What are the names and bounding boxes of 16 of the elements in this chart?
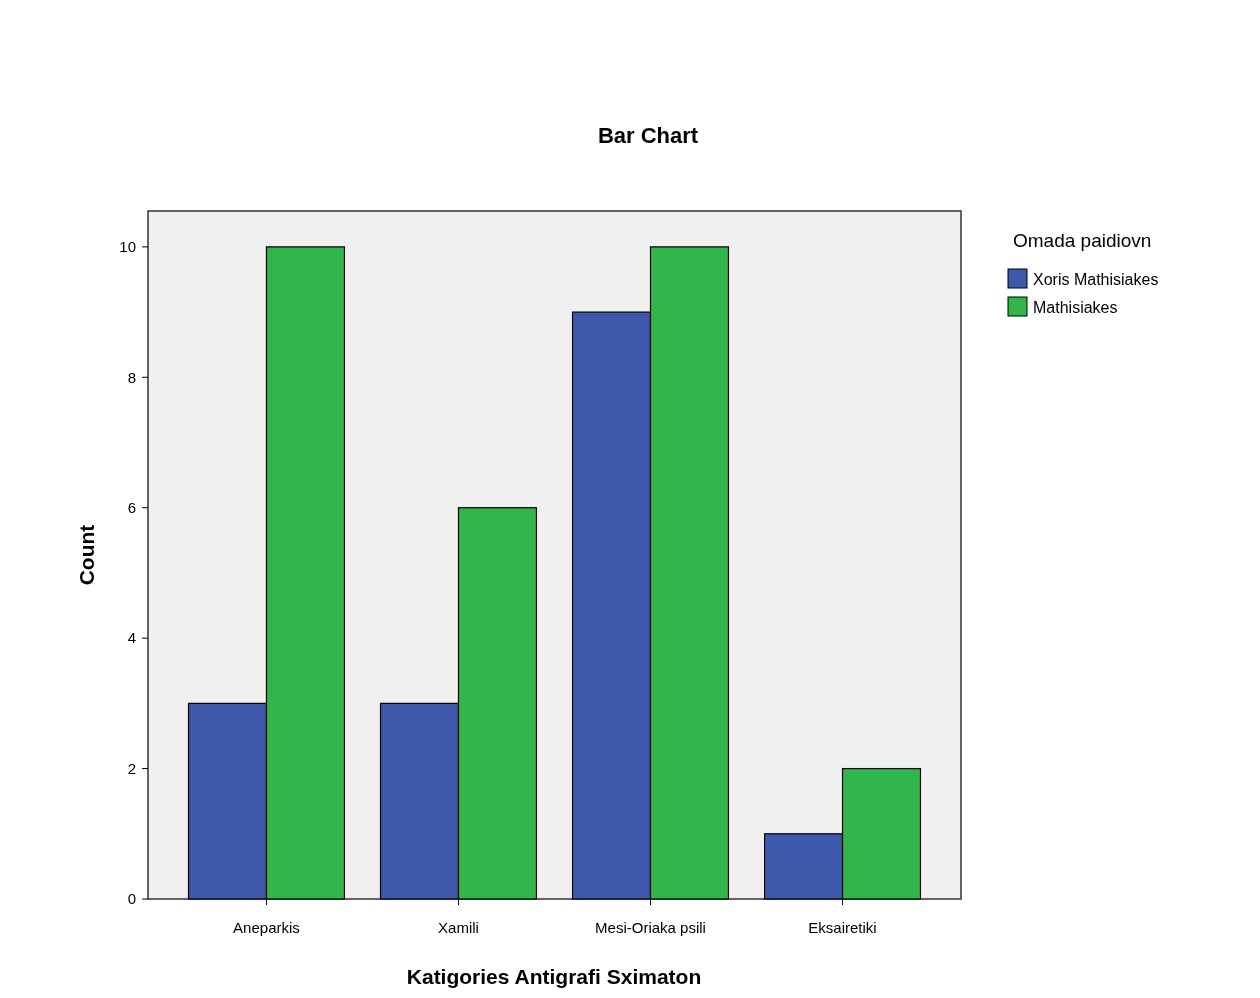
chart-title: Bar Chart [597,123,699,148]
y-tick-label: 2 [127,759,136,777]
y-tick-label: 8 [127,368,136,386]
y-tick-label: 4 [127,629,136,647]
x-tick-label: Aneparkis [233,919,300,936]
x-tick-label: Xamili [438,919,479,936]
y-tick-label: 6 [127,498,136,516]
x-tick-label: Eksairetiki [808,919,877,936]
x-tick-label: Mesi-Oriaka psili [595,919,706,936]
y-tick-label: 0 [127,890,136,908]
legend-title: Omada paidiovn [1013,230,1152,251]
y-axis-title: Count [75,524,98,586]
x-axis-title: Katigories Antigrafi Sximaton [406,965,702,988]
legend-label: Xoris Mathisiakes [1033,271,1159,288]
legend-label: Mathisiakes [1033,299,1118,316]
y-tick-label: 10 [119,238,136,256]
